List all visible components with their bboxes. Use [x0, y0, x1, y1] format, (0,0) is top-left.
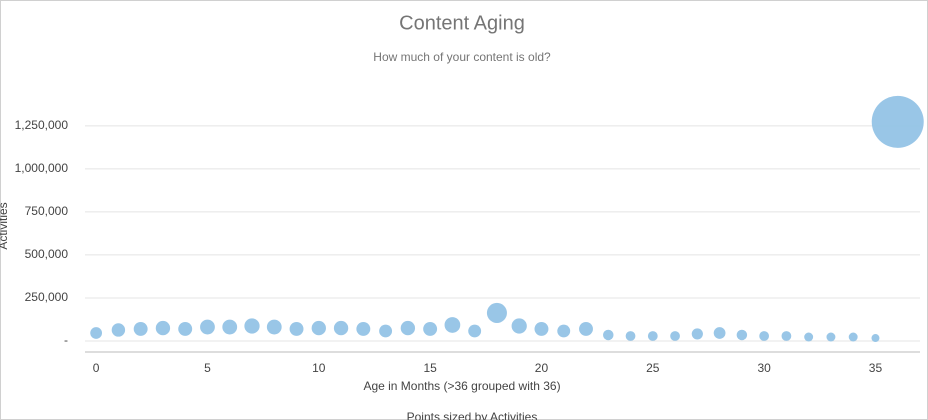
bubble: [759, 331, 770, 341]
bubble: [804, 332, 814, 342]
chart-title: Content Aging: [399, 12, 525, 34]
bubble: [625, 331, 636, 341]
y-tick-label: 250,000: [25, 290, 69, 304]
x-tick-label: 30: [757, 361, 771, 375]
y-tick-label: 750,000: [25, 204, 69, 218]
bubble: [90, 327, 103, 339]
x-tick-label: 10: [312, 361, 326, 375]
y-tick-label: 500,000: [25, 247, 69, 261]
bubble: [423, 321, 438, 336]
x-axis-label: Age in Months (>36 grouped with 36): [363, 379, 560, 393]
x-tick-label: 35: [869, 361, 883, 375]
bubble: [133, 321, 148, 336]
bubble: [468, 324, 482, 338]
x-tick-label: 20: [535, 361, 549, 375]
y-tick-label: 1,000,000: [15, 161, 69, 175]
bubble: [379, 324, 393, 338]
bubble: [670, 331, 680, 341]
bubble: [333, 320, 349, 336]
bubble: [486, 302, 507, 323]
bubble: [244, 318, 260, 334]
bubble: [222, 319, 238, 335]
bubble: [691, 328, 703, 340]
bubble: [155, 320, 171, 336]
bubble: [311, 320, 326, 336]
x-tick-label: 0: [93, 361, 100, 375]
y-tick-label: 1,250,000: [15, 118, 69, 132]
x-tick-label: 25: [646, 361, 660, 375]
y-tick-label: -: [64, 333, 68, 347]
bubble: [826, 332, 836, 342]
chart-subtitle: How much of your content is old?: [373, 50, 551, 64]
bubble: [178, 321, 193, 336]
x-tick-label: 15: [423, 361, 437, 375]
bubble: [356, 321, 371, 336]
bubble: [534, 321, 549, 336]
bubble: [603, 329, 614, 341]
bubble: [713, 327, 726, 339]
bubble: [848, 332, 858, 342]
bubble: [781, 331, 792, 341]
bubble: [289, 321, 304, 336]
bubble: [266, 319, 282, 335]
bubble: [444, 317, 461, 333]
x-tick-label: 5: [204, 361, 211, 375]
bubble: [871, 95, 924, 148]
bubble: [557, 324, 571, 338]
bubble: [871, 334, 880, 343]
bubble: [736, 329, 748, 341]
y-axis-label: Activities: [0, 202, 10, 249]
bubble: [200, 319, 215, 335]
note: Points sized by Activities: [407, 410, 538, 420]
bubble: [400, 320, 416, 336]
bubble: [111, 323, 126, 337]
bubble: [579, 321, 593, 336]
bubble: [647, 331, 658, 341]
bubble: [511, 318, 527, 334]
